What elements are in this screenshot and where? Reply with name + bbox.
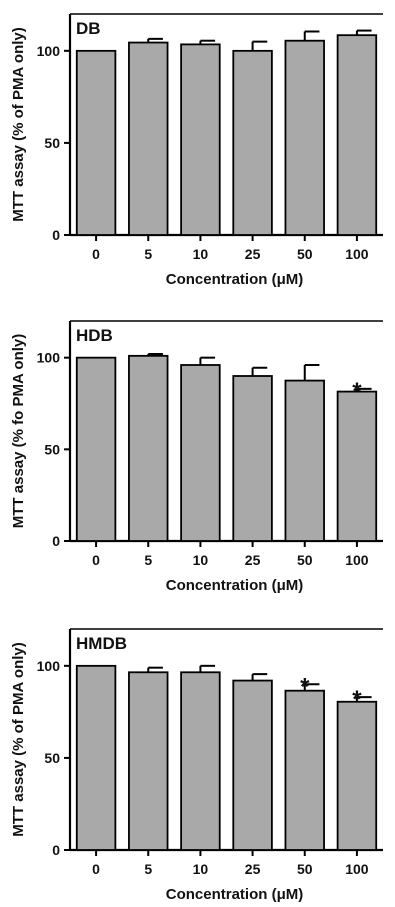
x-tick-label: 0 bbox=[92, 552, 100, 568]
y-tick-label: 50 bbox=[44, 441, 60, 457]
x-tick-label: 5 bbox=[144, 552, 152, 568]
y-axis-title: MTT assay (% fo PMA only) bbox=[10, 334, 27, 528]
x-tick-label: 10 bbox=[193, 552, 209, 568]
bar bbox=[232, 679, 273, 851]
x-tick-label: 100 bbox=[345, 552, 369, 568]
x-tick-label: 50 bbox=[297, 246, 313, 262]
panel-label: HDB bbox=[76, 326, 113, 345]
significance-marker: * bbox=[352, 378, 362, 405]
bar bbox=[232, 375, 273, 542]
x-tick-label: 50 bbox=[297, 552, 313, 568]
bar bbox=[180, 43, 221, 236]
chart-panel-2: 0 50 100 0 5 10 25 * 50 * 100 HMDB Concentration (μM… bbox=[10, 628, 383, 903]
bar bbox=[75, 356, 117, 542]
bar bbox=[128, 671, 169, 851]
y-tick-label: 100 bbox=[37, 43, 61, 59]
x-tick-label: 25 bbox=[245, 861, 261, 877]
panel-label: HMDB bbox=[76, 634, 127, 653]
bar bbox=[232, 49, 273, 236]
bar bbox=[336, 390, 378, 542]
bar bbox=[180, 671, 221, 851]
x-axis-title: Concentration (μM) bbox=[166, 271, 304, 288]
bar bbox=[180, 364, 221, 542]
panel-label: DB bbox=[76, 19, 101, 38]
bar bbox=[284, 379, 325, 542]
y-axis-title: MTT assay (% of PMA only) bbox=[10, 642, 27, 836]
bar bbox=[336, 700, 378, 851]
bar bbox=[284, 39, 325, 236]
y-tick-label: 0 bbox=[52, 227, 60, 243]
x-tick-label: 0 bbox=[92, 861, 100, 877]
x-axis-title: Concentration (μM) bbox=[166, 886, 304, 903]
x-tick-label: 10 bbox=[193, 861, 209, 877]
y-axis-title: MTT assay (% of PMA only) bbox=[10, 27, 27, 221]
y-tick-label: 0 bbox=[52, 842, 60, 858]
bar bbox=[128, 354, 169, 542]
x-tick-label: 5 bbox=[144, 246, 152, 262]
y-tick-label: 100 bbox=[37, 658, 61, 674]
significance-marker: * bbox=[300, 673, 310, 700]
x-axis-title: Concentration (μM) bbox=[166, 577, 304, 594]
y-tick-label: 50 bbox=[44, 750, 60, 766]
x-tick-label: 0 bbox=[92, 246, 100, 262]
x-tick-label: 100 bbox=[345, 246, 369, 262]
y-tick-label: 50 bbox=[44, 135, 60, 151]
chart-panel-0: 0 50 100 0 5 10 25 50 100 DB Concentration (μM) MTT… bbox=[10, 13, 383, 288]
chart-panel-1: 0 50 100 0 5 10 25 50 * 100 HDB Concentration (μM) M… bbox=[10, 320, 383, 594]
x-tick-label: 10 bbox=[193, 246, 209, 262]
x-tick-label: 50 bbox=[297, 861, 313, 877]
bar bbox=[284, 689, 325, 851]
x-tick-label: 25 bbox=[245, 246, 261, 262]
x-tick-label: 5 bbox=[144, 861, 152, 877]
x-tick-label: 100 bbox=[345, 861, 369, 877]
bar bbox=[128, 41, 169, 236]
y-tick-label: 0 bbox=[52, 533, 60, 549]
x-tick-label: 25 bbox=[245, 552, 261, 568]
bar bbox=[336, 34, 378, 236]
significance-marker: * bbox=[352, 686, 362, 713]
bar bbox=[75, 664, 117, 851]
y-tick-label: 100 bbox=[37, 350, 61, 366]
bar bbox=[75, 49, 117, 236]
